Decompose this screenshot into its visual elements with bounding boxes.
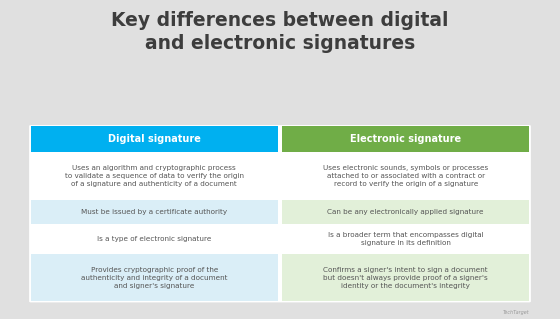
FancyBboxPatch shape: [282, 152, 529, 200]
Text: Is a broader term that encompasses digital
signature in its definition: Is a broader term that encompasses digit…: [328, 232, 483, 246]
FancyBboxPatch shape: [31, 200, 278, 225]
FancyBboxPatch shape: [31, 152, 278, 200]
Text: Confirms a signer's intent to sign a document
but doesn't always provide proof o: Confirms a signer's intent to sign a doc…: [323, 267, 488, 289]
Text: Can be any electronically applied signature: Can be any electronically applied signat…: [328, 209, 484, 215]
FancyBboxPatch shape: [31, 225, 278, 254]
Text: Is a type of electronic signature: Is a type of electronic signature: [97, 236, 212, 242]
Text: Uses electronic sounds, symbols or processes
attached to or associated with a co: Uses electronic sounds, symbols or proce…: [323, 165, 488, 187]
Text: Provides cryptographic proof of the
authenticity and integrity of a document
and: Provides cryptographic proof of the auth…: [81, 267, 227, 289]
Text: Digital signature: Digital signature: [108, 134, 200, 144]
FancyBboxPatch shape: [282, 200, 529, 225]
FancyBboxPatch shape: [282, 254, 529, 301]
Text: Uses an algorithm and cryptographic process
to validate a sequence of data to ve: Uses an algorithm and cryptographic proc…: [65, 165, 244, 187]
Text: Key differences between digital
and electronic signatures: Key differences between digital and elec…: [111, 11, 449, 53]
FancyBboxPatch shape: [31, 254, 278, 301]
Text: Must be issued by a certificate authority: Must be issued by a certificate authorit…: [81, 209, 227, 215]
Text: Electronic signature: Electronic signature: [350, 134, 461, 144]
FancyBboxPatch shape: [29, 125, 531, 302]
FancyBboxPatch shape: [31, 126, 278, 152]
Text: TechTarget: TechTarget: [502, 310, 529, 315]
FancyBboxPatch shape: [282, 126, 529, 152]
FancyBboxPatch shape: [282, 225, 529, 254]
